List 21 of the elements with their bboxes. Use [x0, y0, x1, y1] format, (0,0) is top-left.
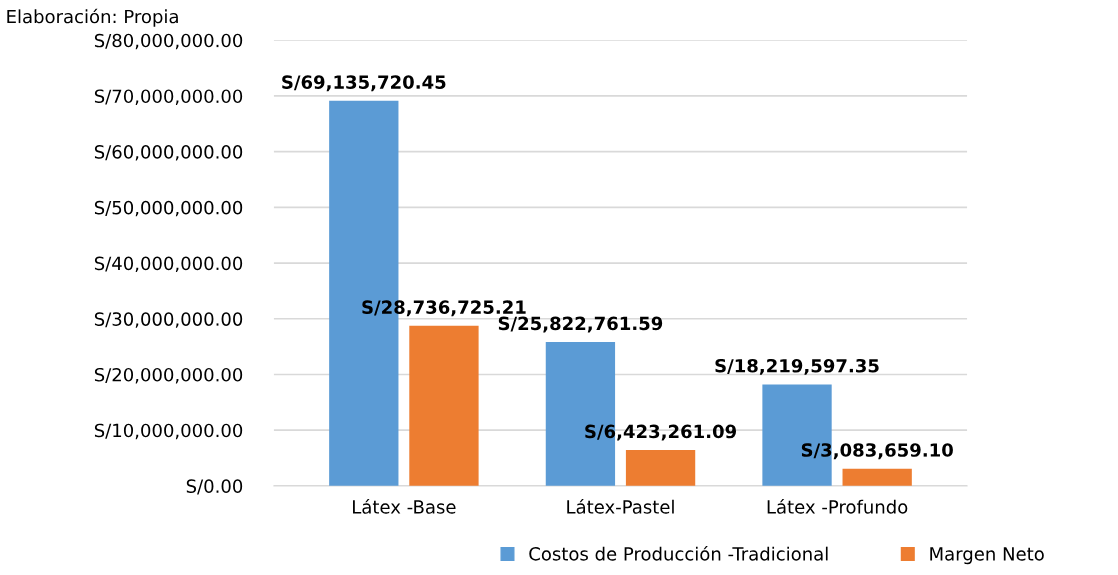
- bar: [625, 450, 696, 486]
- legend-label: Margen Neto: [930, 547, 1044, 565]
- y-tick-label: S/20,000,000.00: [94, 367, 243, 384]
- y-tick-label: S/40,000,000.00: [94, 256, 243, 273]
- data-label: S/69,135,720.45: [282, 75, 446, 92]
- x-tick-label: Látex -Profundo: [767, 499, 908, 514]
- legend-label: Costos de Producción -Tradicional: [529, 545, 828, 561]
- y-tick-label: S/70,000,000.00: [94, 89, 243, 105]
- text: Elaboración: Propia: [7, 8, 178, 27]
- y-tick-label: S/80,000,000.00: [94, 33, 243, 50]
- y-tick-label: S/10,000,000.00: [94, 423, 243, 440]
- y-tick-label: S/50,000,000.00: [94, 200, 243, 217]
- data-label: S/25,822,761.59: [498, 316, 663, 333]
- y-tick-label: S/60,000,000.00: [94, 145, 243, 161]
- bar: [842, 468, 912, 486]
- y-tick-label: S/0.00: [186, 479, 243, 495]
- x-tick-label: Látex-Pastel: [567, 499, 674, 514]
- bar: [409, 325, 479, 486]
- data-label: S/18,219,597.35: [715, 358, 879, 375]
- x-tick-label: Látex -Base: [353, 499, 456, 514]
- y-tick-label: S/30,000,000.00: [94, 312, 243, 328]
